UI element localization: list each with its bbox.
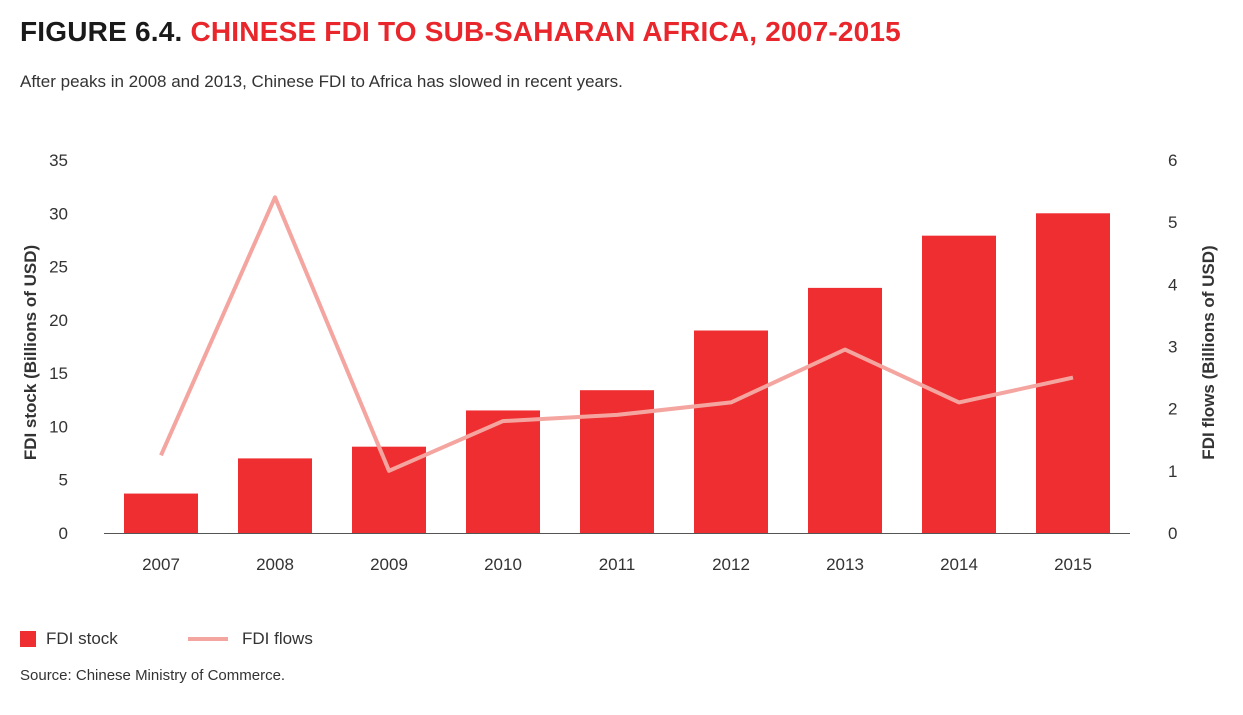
bar-2012: [694, 330, 768, 533]
bar-2013: [808, 287, 882, 533]
bar-2010: [466, 410, 540, 533]
right-axis-ticks: 0 1 2 3 4 5 6: [1168, 151, 1177, 543]
x-tick-2012: 2012: [712, 555, 750, 574]
y-left-tick-20: 20: [49, 311, 68, 330]
y-right-tick-4: 4: [1168, 275, 1177, 294]
figure-title-text: CHINESE FDI TO SUB-SAHARAN AFRICA, 2007-…: [190, 16, 901, 47]
y-right-tick-3: 3: [1168, 338, 1177, 357]
legend-item-flows: FDI flows: [188, 628, 313, 650]
x-tick-2014: 2014: [940, 555, 978, 574]
x-tick-2008: 2008: [256, 555, 294, 574]
x-tick-2015: 2015: [1054, 555, 1092, 574]
legend-bar-swatch: [20, 631, 36, 647]
y-axis-right-label: FDI flows (Billions of USD): [1199, 245, 1218, 459]
x-tick-2007: 2007: [142, 555, 180, 574]
y-left-tick-5: 5: [59, 471, 68, 490]
figure-subtitle: After peaks in 2008 and 2013, Chinese FD…: [20, 72, 623, 91]
bar-2014: [922, 235, 996, 533]
y-left-tick-25: 25: [49, 258, 68, 277]
x-tick-2011: 2011: [599, 555, 636, 574]
y-left-tick-0: 0: [59, 524, 68, 543]
legend-item-stock: FDI stock: [20, 628, 118, 650]
y-left-tick-30: 30: [49, 204, 68, 223]
y-left-tick-35: 35: [49, 151, 68, 170]
legend-flows-label: FDI flows: [242, 629, 313, 648]
y-right-tick-0: 0: [1168, 524, 1177, 543]
x-tick-2009: 2009: [370, 555, 408, 574]
figure-title: FIGURE 6.4. CHINESE FDI TO SUB-SAHARAN A…: [20, 16, 901, 48]
legend-stock-label: FDI stock: [46, 629, 118, 648]
y-right-tick-5: 5: [1168, 213, 1177, 232]
y-right-tick-6: 6: [1168, 151, 1177, 170]
y-axis-left-label: FDI stock (Billions of USD): [21, 245, 40, 460]
flow-line-series: [159, 195, 1074, 473]
bar-2008: [238, 458, 312, 533]
bar-series: [124, 213, 1110, 534]
bar-2007: [124, 493, 198, 533]
x-tick-2013: 2013: [826, 555, 864, 574]
figure-number: FIGURE 6.4.: [20, 16, 183, 47]
left-axis-ticks: 0 5 10 15 20 25 30 35: [49, 151, 68, 543]
source-note: Source: Chinese Ministry of Commerce.: [20, 667, 286, 684]
bar-2015: [1036, 213, 1110, 534]
y-right-tick-1: 1: [1168, 462, 1177, 481]
y-left-tick-10: 10: [49, 417, 68, 436]
x-axis-ticks: 2007 2008 2009 2010 2011 2012 2013 2014 2015: [142, 555, 1092, 574]
y-left-tick-15: 15: [49, 364, 68, 383]
legend-line-swatch: [188, 637, 228, 641]
y-right-tick-2: 2: [1168, 400, 1177, 419]
x-tick-2010: 2010: [484, 555, 522, 574]
